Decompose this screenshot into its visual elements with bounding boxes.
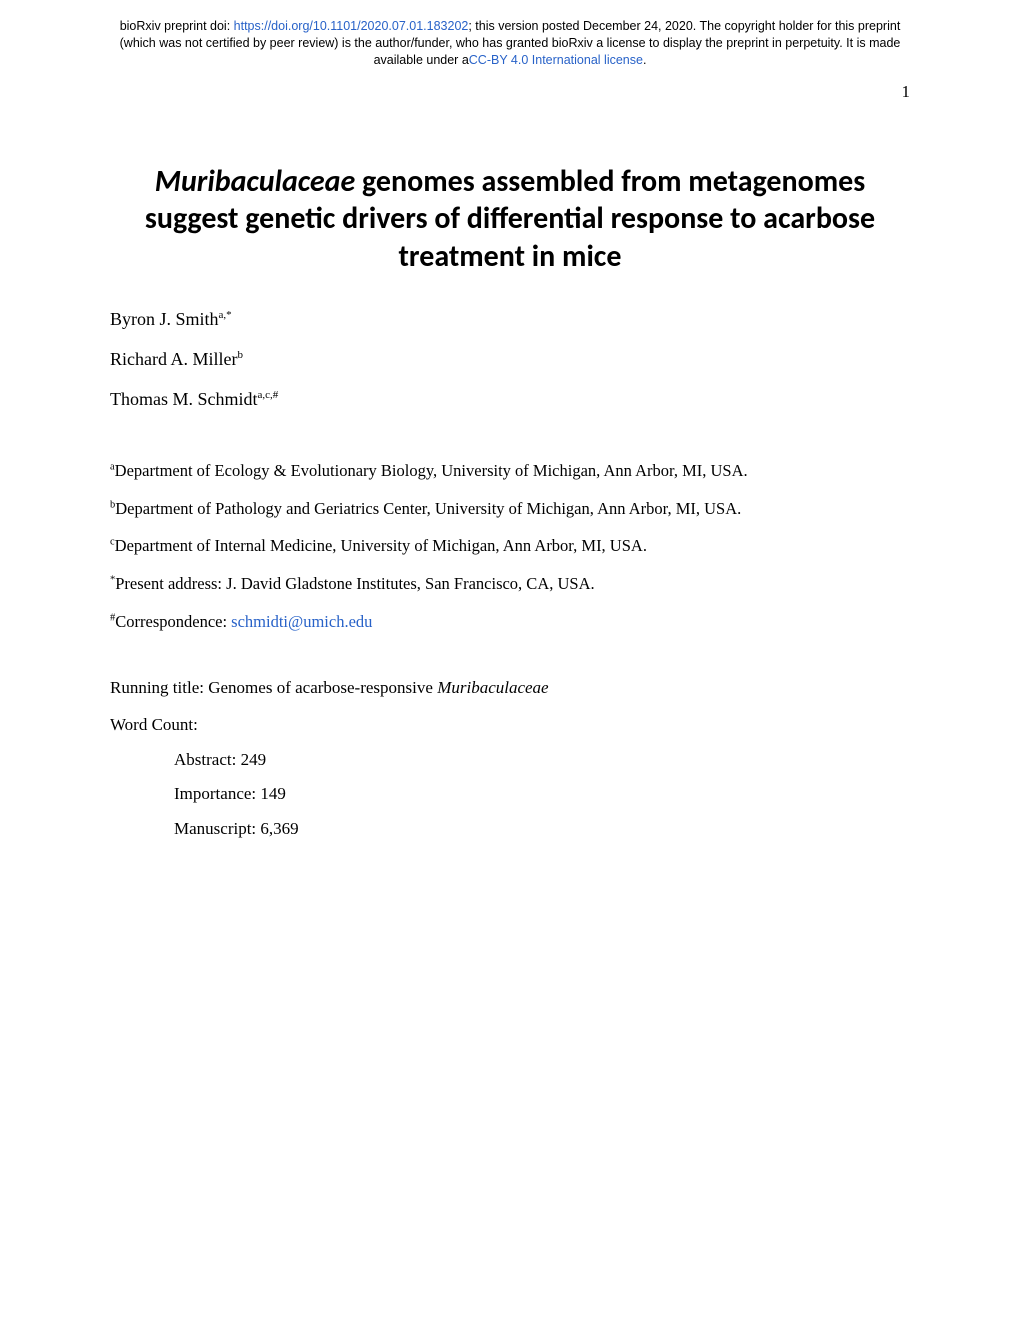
word-count-items: Abstract: 249 Importance: 149 Manuscript… bbox=[110, 743, 910, 848]
affiliation-text: Department of Pathology and Geriatrics C… bbox=[115, 499, 741, 518]
author-name: Byron J. Smith bbox=[110, 309, 219, 329]
author-row: Richard A. Millerb bbox=[110, 341, 910, 378]
author-name: Richard A. Miller bbox=[110, 349, 237, 369]
author-row: Byron J. Smitha,* bbox=[110, 301, 910, 338]
license-link[interactable]: CC-BY 4.0 International license bbox=[469, 53, 643, 67]
word-count-item: Importance: 149 bbox=[174, 777, 910, 812]
title-italic: Muribaculaceae bbox=[155, 163, 355, 200]
word-count-label: Word Count: bbox=[110, 708, 910, 743]
author-row: Thomas M. Schmidta,c,# bbox=[110, 381, 910, 418]
word-count-item: Abstract: 249 bbox=[174, 743, 910, 778]
running-title-row: Running title: Genomes of acarbose-respo… bbox=[110, 671, 910, 706]
paper-title: Muribaculaceae genomes assembled from me… bbox=[110, 163, 910, 276]
content-area: Muribaculaceae genomes assembled from me… bbox=[0, 77, 1020, 847]
running-title-text: Genomes of acarbose-responsive bbox=[208, 678, 437, 697]
page-number: 1 bbox=[902, 82, 911, 102]
running-title-italic: Muribaculaceae bbox=[437, 678, 548, 697]
word-count-item: Manuscript: 6,369 bbox=[174, 812, 910, 847]
header-line3-pre: available under a bbox=[374, 53, 469, 67]
author-sup: a,c,# bbox=[258, 389, 279, 401]
correspondence-email-link[interactable]: schmidti@umich.edu bbox=[231, 612, 372, 631]
affiliation-row: *Present address: J. David Gladstone Ins… bbox=[110, 567, 910, 601]
correspondence-label: Correspondence: bbox=[115, 612, 231, 631]
header-line1-post: ; this version posted December 24, 2020.… bbox=[468, 19, 900, 33]
author-sup: b bbox=[237, 349, 243, 361]
author-sup: a,* bbox=[219, 309, 232, 321]
affiliation-text: Department of Internal Medicine, Univers… bbox=[115, 536, 647, 555]
header-line2: (which was not certified by peer review)… bbox=[120, 36, 901, 50]
preprint-header: bioRxiv preprint doi: https://doi.org/10… bbox=[0, 0, 1020, 77]
affiliation-row: aDepartment of Ecology & Evolutionary Bi… bbox=[110, 454, 910, 488]
authors-block: Byron J. Smitha,* Richard A. Millerb Tho… bbox=[110, 301, 910, 418]
author-name: Thomas M. Schmidt bbox=[110, 389, 258, 409]
running-title-label: Running title: bbox=[110, 678, 208, 697]
affiliations-block: aDepartment of Ecology & Evolutionary Bi… bbox=[110, 454, 910, 639]
affiliation-text: Present address: J. David Gladstone Inst… bbox=[115, 574, 594, 593]
affiliation-text: Department of Ecology & Evolutionary Bio… bbox=[115, 461, 748, 480]
header-line3-post: . bbox=[643, 53, 646, 67]
affiliation-row: cDepartment of Internal Medicine, Univer… bbox=[110, 529, 910, 563]
header-line1-pre: bioRxiv preprint doi: bbox=[120, 19, 234, 33]
correspondence-row: #Correspondence: schmidti@umich.edu bbox=[110, 605, 910, 639]
affiliation-row: bDepartment of Pathology and Geriatrics … bbox=[110, 492, 910, 526]
doi-link[interactable]: https://doi.org/10.1101/2020.07.01.18320… bbox=[234, 19, 469, 33]
